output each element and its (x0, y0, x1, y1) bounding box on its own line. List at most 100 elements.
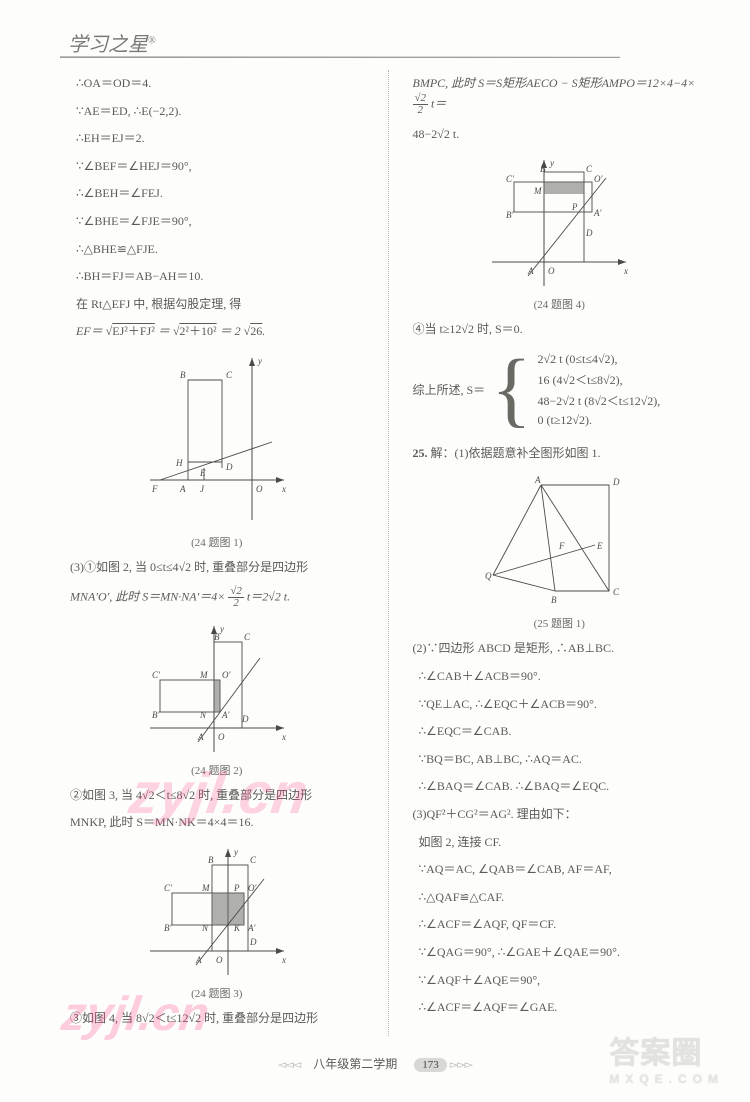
frag: t＝ (431, 96, 446, 110)
brand-underline (60, 56, 620, 58)
svg-text:A′: A′ (221, 710, 230, 720)
q25-text: 解：(1)依据题意补全图形如图 1. (431, 446, 601, 460)
svg-text:y: y (233, 847, 238, 857)
text-line: ∵AQ＝AC, ∠QAB＝∠CAB, AF＝AF, (413, 860, 707, 879)
text-line: ∴EH＝EJ＝2. (70, 129, 364, 148)
figure-24-4-svg: x y O C′ B′ M B C O′ A′ P D A (484, 152, 634, 292)
eq1: ＝ (158, 324, 173, 338)
text-line: ∴∠BEH＝∠FEJ. (70, 184, 364, 203)
text-line: ∴∠BAQ＝∠CAB. ∴∠BAQ＝∠EQC. (413, 777, 707, 796)
piece-lines: 2√2 t (0≤t≤4√2), 16 (4√2＜t≤8√2), 48−2√2 … (538, 348, 661, 432)
svg-text:E: E (199, 468, 206, 478)
svg-text:D: D (225, 462, 233, 472)
figure-24-2-svg: x y O C′ B′ M N O′ A′ B C A D (142, 618, 292, 758)
text-line: ③如图 4, 当 8√2＜t≤12√2 时, 重叠部分是四边形 (70, 1009, 364, 1028)
svg-text:C′: C′ (152, 670, 161, 680)
svg-text:A: A (197, 732, 204, 742)
svg-text:C: C (586, 164, 593, 174)
text-line: 如图 2, 连接 CF. (413, 833, 707, 852)
text-line: 25. 解：(1)依据题意补全图形如图 1. (413, 444, 707, 463)
text-line: ∴BH＝FJ＝AB−AH＝10. (70, 267, 364, 286)
piece-line: 16 (4√2＜t≤8√2), (538, 371, 661, 388)
text-line: BMPC, 此时 S＝S矩形AECO − S矩形AMPO＝12×4−4× √22… (413, 74, 707, 116)
sqrt-content: EJ²＋FJ² (112, 324, 155, 338)
svg-text:O′: O′ (248, 883, 257, 893)
text-line: ∵∠BHE＝∠FJE＝90°, (70, 212, 364, 231)
text-line: ∵BQ＝BC, AB⊥BC, ∴AQ＝AC. (413, 750, 707, 769)
right-column: BMPC, 此时 S＝S矩形AECO − S矩形AMPO＝12×4−4× √22… (413, 70, 707, 1036)
text-line: ∴∠ACF＝∠AQF＝∠GAE. (413, 998, 707, 1017)
svg-text:y: y (257, 356, 262, 366)
eq2: ＝ 2 (220, 324, 241, 338)
svg-text:M: M (201, 883, 210, 893)
svg-text:N: N (199, 710, 207, 720)
q25-number: 25. (413, 446, 428, 460)
piece-line: 0 (t≥12√2). (538, 413, 661, 428)
figure-24-3-svg: x y O C′ B′ M N P K O′ A′ B C A D (142, 841, 292, 981)
svg-text:D: D (585, 228, 593, 238)
footer-deco-right: ▻▻▻ (450, 1059, 472, 1071)
svg-text:D: D (241, 714, 249, 724)
piece-intro: 综上所述, S＝ (413, 381, 486, 398)
text-line: 48−2√2 t. (413, 125, 707, 144)
text-line: MNA′O′, 此时 S＝MN·NA′＝4× √22 t＝2√2 t. (70, 586, 364, 609)
svg-text:J: J (200, 484, 205, 494)
brand-text: 学习之星 (68, 34, 148, 56)
svg-text:y: y (549, 158, 554, 168)
svg-text:B: B (208, 855, 214, 865)
svg-text:E: E (596, 541, 603, 551)
svg-text:C: C (226, 370, 233, 380)
svg-text:B: B (180, 370, 186, 380)
sqrt-n: 2 (421, 92, 427, 104)
text-line: ∴∠EQC＝∠CAB. (413, 722, 707, 741)
svg-text:K: K (233, 923, 241, 933)
sqrt-content: 2²＋10² (179, 324, 216, 338)
frag: MNA′O′, 此时 S＝MN·NA′＝4× (70, 589, 225, 603)
page-number: 173 (414, 1058, 447, 1072)
svg-text:C: C (613, 587, 620, 597)
svg-text:O′: O′ (594, 174, 603, 184)
svg-text:P: P (233, 883, 240, 893)
svg-text:C: C (244, 632, 251, 642)
text-line: ∴∠CAB＋∠ACB＝90°. (413, 667, 707, 686)
svg-text:D: D (249, 937, 257, 947)
figure-24-2: x y O C′ B′ M N O′ A′ B C A D (70, 618, 364, 758)
svg-text:Q: Q (485, 571, 492, 581)
svg-text:M: M (199, 670, 208, 680)
frag: BMPC, 此时 S＝S矩形AECO − S矩形AMPO＝12×4−4× (413, 76, 696, 90)
figure-24-3: x y O C′ B′ M N P K O′ A′ B C A D (70, 841, 364, 981)
svg-text:B′: B′ (164, 923, 172, 933)
frag: t＝2√2 t. (247, 589, 290, 603)
footer-text: 八年级第二学期 (303, 1053, 407, 1074)
text-line: (3)①如图 2, 当 0≤t≤4√2 时, 重叠部分是四边形 (70, 558, 364, 577)
piece-line: 2√2 t (0≤t≤4√2), (538, 352, 661, 367)
svg-text:C′: C′ (506, 174, 515, 184)
svg-text:H: H (175, 458, 183, 468)
svg-text:A: A (527, 266, 534, 276)
svg-text:O′: O′ (222, 670, 231, 680)
sqrt-content: 26 (250, 324, 262, 338)
svg-text:P: P (571, 202, 578, 212)
svg-text:x: x (281, 955, 286, 965)
svg-text:O: O (218, 732, 225, 742)
text-line: EF＝ √EJ²＋FJ² ＝ √2²＋10² ＝ 2 √26. (70, 322, 364, 341)
text-line: ∵QE⊥AC, ∴∠EQC＋∠ACB＝90°. (413, 695, 707, 714)
text-line: (2)∵四边形 ABCD 是矩形, ∴AB⊥BC. (413, 639, 707, 658)
period: . (262, 324, 265, 338)
ef-prefix: EF＝ (76, 324, 103, 338)
svg-text:A: A (534, 475, 541, 485)
svg-text:C: C (250, 855, 257, 865)
text-line: ②如图 3, 当 4√2＜t≤8√2 时, 重叠部分是四边形 (70, 786, 364, 805)
text-line: ④当 t≥12√2 时, S＝0. (413, 320, 707, 339)
text-line: ∴OA＝OD＝4. (70, 74, 364, 93)
brand-title: 学习之星® (68, 28, 156, 57)
figure-24-1-svg: x y O A B C D H E J F (142, 350, 292, 530)
text-line: ∵∠QAG＝90°, ∴∠GAE＋∠QAE＝90°. (413, 943, 707, 962)
figure-24-1: x y O A B C D H E J F (70, 350, 364, 530)
figure-24-4-caption: (24 题图 4) (413, 296, 707, 312)
page-columns: ∴OA＝OD＝4. ∵AE＝ED, ∴E(−2,2). ∴EH＝EJ＝2. ∵∠… (0, 0, 750, 1076)
figure-25-1-svg: A D C B Q E F (479, 471, 639, 611)
text-line: ∵∠AQF＋∠AQE＝90°, (413, 971, 707, 990)
sqrt-n: 2 (236, 585, 242, 597)
svg-text:x: x (623, 266, 628, 276)
